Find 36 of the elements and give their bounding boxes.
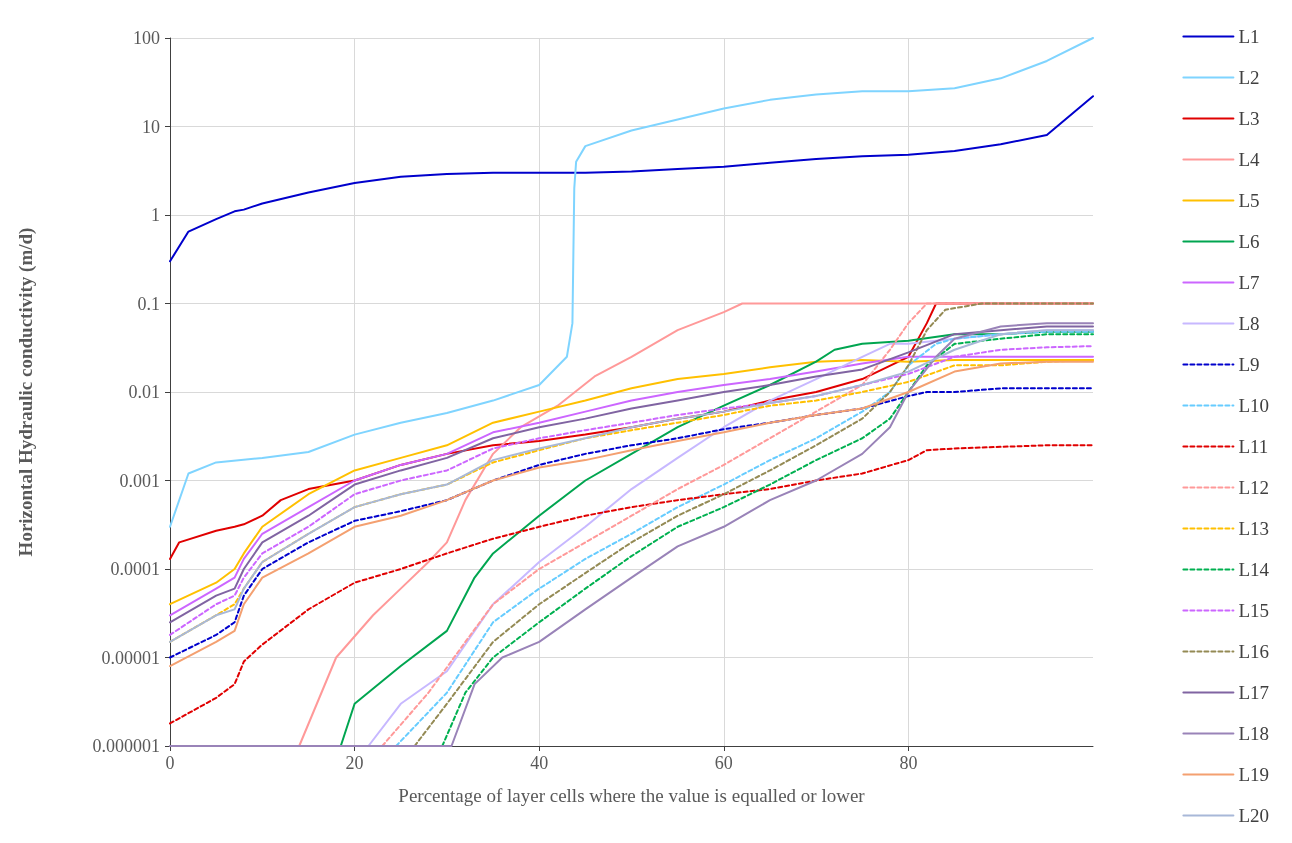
- x-tick-label: 80: [899, 753, 918, 773]
- x-tick-label: 20: [345, 753, 364, 773]
- legend-label: L17: [1238, 682, 1269, 703]
- y-axis-title: Horizontal Hydraulic conductivity (m/d): [15, 227, 37, 557]
- x-axis-title: Percentage of layer cells where the value is equalled or lower: [398, 785, 866, 806]
- x-tick-label: 40: [530, 753, 549, 773]
- legend-label: L1: [1238, 26, 1260, 47]
- legend-label: L3: [1238, 108, 1260, 129]
- legend-label: L2: [1238, 67, 1260, 88]
- legend-label: L14: [1238, 559, 1270, 580]
- legend-label: L18: [1238, 723, 1269, 744]
- y-tick-label: 0.00001: [101, 647, 160, 668]
- x-tick-label: 60: [714, 753, 733, 773]
- x-tick-label: 0: [165, 753, 175, 773]
- legend-label: L8: [1238, 313, 1260, 334]
- legend-label: L15: [1238, 600, 1269, 621]
- y-tick-label: 1: [151, 205, 160, 225]
- legend-label: L9: [1238, 354, 1260, 375]
- legend-label: L5: [1238, 190, 1260, 211]
- legend-label: L7: [1238, 272, 1260, 293]
- legend-label: L6: [1238, 231, 1260, 252]
- legend-label: L11: [1238, 436, 1269, 457]
- legend-label: L10: [1238, 395, 1269, 416]
- legend-label: L20: [1238, 805, 1269, 826]
- y-tick-label: 0.001: [119, 470, 160, 491]
- y-tick-label: 0.000001: [92, 736, 160, 756]
- y-tick-label: 100: [133, 28, 160, 48]
- y-tick-label: 0.0001: [110, 559, 160, 579]
- y-tick-label: 0.1: [137, 293, 160, 314]
- y-tick-label: 0.01: [128, 382, 160, 402]
- y-tick-label: 10: [142, 116, 160, 137]
- legend-label: L16: [1238, 641, 1269, 662]
- legend-label: L13: [1238, 518, 1269, 539]
- legend-label: L19: [1238, 764, 1269, 785]
- legend-label: L4: [1238, 149, 1260, 170]
- legend-label: L12: [1238, 477, 1269, 498]
